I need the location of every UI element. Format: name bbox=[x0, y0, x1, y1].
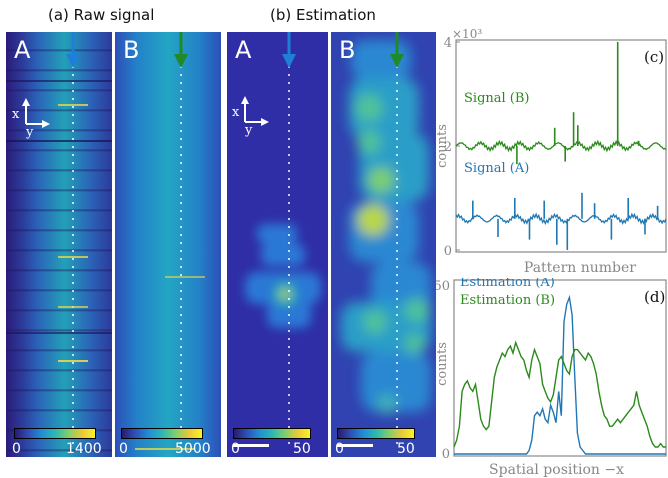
panel-letter-a: A bbox=[14, 36, 31, 64]
legend-estimation-b: Estimation (B) bbox=[460, 293, 555, 308]
axis-icon-y: y bbox=[244, 123, 253, 138]
arrow-down-icon bbox=[282, 54, 296, 68]
colorbar-est-a bbox=[233, 428, 311, 439]
raw-a-overlay: x y bbox=[6, 32, 112, 447]
y-tick-label: 2 bbox=[444, 140, 452, 155]
legend-signal-b: Signal (B) bbox=[464, 91, 530, 106]
scale-bar bbox=[337, 444, 373, 447]
legend-signal-a: Signal (A) bbox=[464, 161, 529, 176]
xy-axes-icon bbox=[22, 98, 50, 128]
panel-letter-b: B bbox=[123, 36, 140, 64]
ylabel-c: counts bbox=[436, 124, 450, 168]
colorbar-max: 5000 bbox=[175, 441, 211, 457]
panel-label-d: (d) bbox=[644, 288, 665, 306]
axis-icon-y: y bbox=[25, 125, 34, 140]
title-raw-signal: (a) Raw signal bbox=[48, 6, 155, 24]
colorbar-max: 50 bbox=[397, 441, 415, 457]
estimated-object-a bbox=[245, 224, 321, 328]
raw-signal-image-a: A x y 0 1400 bbox=[6, 32, 112, 457]
est-a-overlay: x y bbox=[232, 32, 321, 447]
arrow-down-icon bbox=[174, 54, 188, 68]
est-b-overlay bbox=[341, 32, 431, 447]
stripe-highlights bbox=[6, 80, 112, 362]
estimation-plot-d: (d) Spatial position −x counts Estimatio… bbox=[436, 278, 667, 478]
series-line bbox=[455, 139, 667, 153]
panel-letter-a: A bbox=[235, 36, 252, 64]
estimated-object-b bbox=[341, 40, 431, 414]
series-line bbox=[455, 212, 667, 226]
colorbar-min: 0 bbox=[231, 441, 240, 457]
xlabel-c: Pattern number bbox=[524, 260, 636, 276]
xy-axes-icon bbox=[241, 96, 269, 126]
series-line bbox=[454, 294, 666, 455]
raw-signal-image-b: B 0 5000 bbox=[115, 32, 221, 457]
series-lines-d bbox=[453, 294, 666, 455]
series-lines-c bbox=[455, 42, 667, 250]
signal-plot-c: ×10³ (c) Pattern number counts Signal (B… bbox=[436, 28, 667, 276]
ylabel-d: counts bbox=[436, 342, 450, 386]
colorbar-raw-a bbox=[14, 428, 96, 439]
panel-letter-b: B bbox=[339, 36, 356, 64]
legend-estimation-a: Estimation (A) bbox=[460, 278, 555, 290]
estimation-image-a: x y A 0 50 bbox=[227, 32, 328, 457]
scale-bar bbox=[233, 444, 269, 447]
stripe-highlight bbox=[135, 448, 195, 450]
exponent-label: ×10³ bbox=[452, 28, 482, 41]
arrow-down-icon bbox=[390, 54, 404, 68]
y-tick-label: 50 bbox=[436, 279, 450, 294]
axis-icon-x: x bbox=[232, 105, 240, 120]
colorbar-min: 0 bbox=[12, 441, 21, 457]
series-line bbox=[453, 340, 666, 448]
xlabel-d: Spatial position −x bbox=[489, 462, 624, 478]
raw-b-overlay bbox=[135, 32, 205, 450]
colorbar-min: 0 bbox=[335, 441, 344, 457]
colorbar-max: 1400 bbox=[66, 441, 102, 457]
panel-label-c: (c) bbox=[644, 48, 664, 66]
colorbar-est-b bbox=[337, 428, 415, 439]
colorbar-raw-b bbox=[121, 428, 203, 439]
axis-icon-x: x bbox=[12, 107, 20, 122]
y-tick-label: 0 bbox=[442, 447, 450, 462]
stripe-highlight bbox=[165, 276, 205, 278]
estimation-image-b: B 0 50 bbox=[331, 32, 436, 457]
arrow-down-icon bbox=[66, 54, 80, 68]
colorbar-max: 50 bbox=[293, 441, 311, 457]
title-estimation: (b) Estimation bbox=[270, 6, 376, 24]
y-tick-label: 0 bbox=[444, 244, 452, 259]
colorbar-min: 0 bbox=[119, 441, 128, 457]
y-tick-label: 4 bbox=[444, 36, 452, 51]
